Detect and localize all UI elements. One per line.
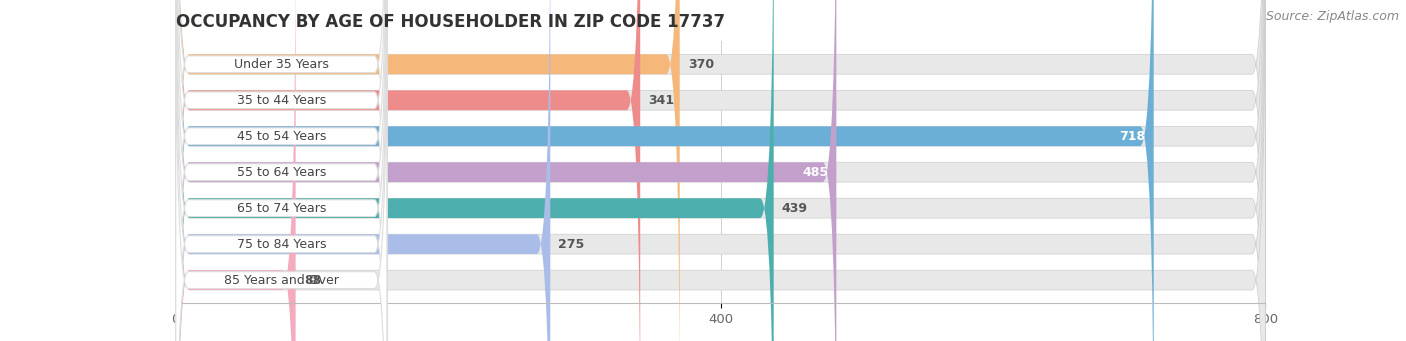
- Text: 65 to 74 Years: 65 to 74 Years: [236, 202, 326, 215]
- FancyBboxPatch shape: [176, 0, 1154, 341]
- FancyBboxPatch shape: [176, 0, 387, 341]
- FancyBboxPatch shape: [176, 0, 1265, 341]
- FancyBboxPatch shape: [176, 0, 837, 341]
- FancyBboxPatch shape: [176, 0, 1265, 341]
- Text: 35 to 44 Years: 35 to 44 Years: [236, 94, 326, 107]
- Text: Source: ZipAtlas.com: Source: ZipAtlas.com: [1265, 10, 1399, 23]
- FancyBboxPatch shape: [176, 0, 387, 341]
- FancyBboxPatch shape: [176, 0, 387, 341]
- Text: 718: 718: [1119, 130, 1146, 143]
- Text: 275: 275: [558, 238, 585, 251]
- FancyBboxPatch shape: [176, 0, 1265, 341]
- Text: 341: 341: [648, 94, 675, 107]
- Text: 370: 370: [688, 58, 714, 71]
- Text: OCCUPANCY BY AGE OF HOUSEHOLDER IN ZIP CODE 17737: OCCUPANCY BY AGE OF HOUSEHOLDER IN ZIP C…: [176, 13, 725, 31]
- Text: 485: 485: [801, 166, 828, 179]
- Text: 88: 88: [304, 273, 321, 286]
- Text: 439: 439: [782, 202, 808, 215]
- Text: 55 to 64 Years: 55 to 64 Years: [236, 166, 326, 179]
- FancyBboxPatch shape: [176, 0, 1265, 341]
- FancyBboxPatch shape: [176, 0, 550, 341]
- FancyBboxPatch shape: [176, 0, 387, 341]
- FancyBboxPatch shape: [176, 0, 295, 341]
- Text: Under 35 Years: Under 35 Years: [233, 58, 329, 71]
- FancyBboxPatch shape: [176, 0, 773, 341]
- FancyBboxPatch shape: [176, 0, 1265, 341]
- FancyBboxPatch shape: [176, 0, 387, 341]
- FancyBboxPatch shape: [176, 0, 387, 341]
- Text: 45 to 54 Years: 45 to 54 Years: [236, 130, 326, 143]
- Text: 75 to 84 Years: 75 to 84 Years: [236, 238, 326, 251]
- Text: 85 Years and Over: 85 Years and Over: [224, 273, 339, 286]
- FancyBboxPatch shape: [176, 0, 387, 341]
- FancyBboxPatch shape: [176, 0, 1265, 341]
- FancyBboxPatch shape: [176, 0, 640, 341]
- FancyBboxPatch shape: [176, 0, 1265, 341]
- FancyBboxPatch shape: [176, 0, 679, 341]
